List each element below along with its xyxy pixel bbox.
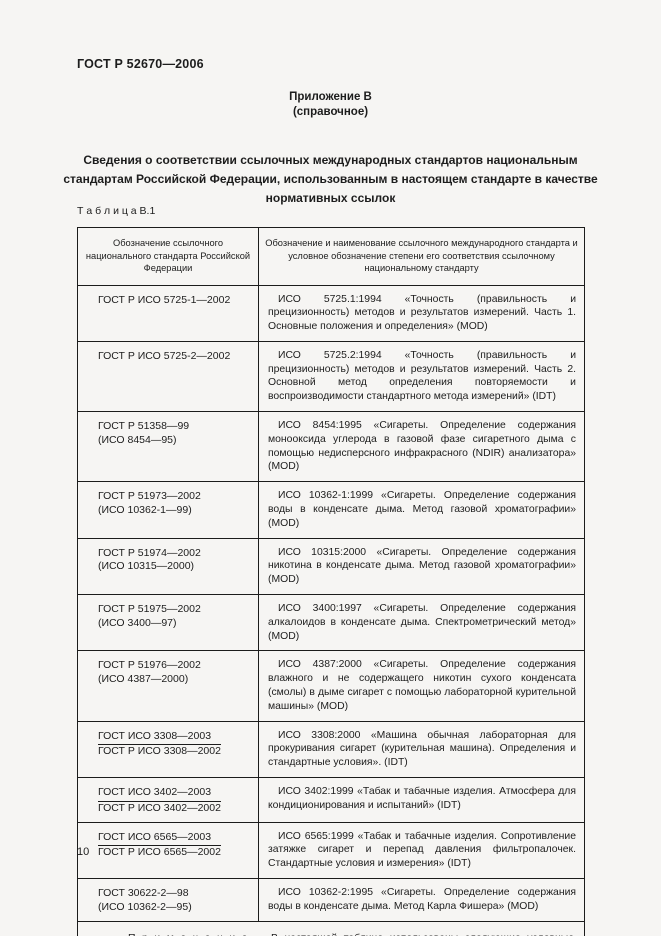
national-standard-line: ГОСТ Р 51976—2002 [98,659,201,672]
table-row: ГОСТ Р 51976—2002 (ИСО 4387—2000) ИСО 4387… [77,650,585,722]
national-standard-cell: ГОСТ 30622-2—98 (ИСО 10362-2—95) [77,878,259,922]
international-standard-cell: ИСО 5725.2:1994 «Точность (правильность … [258,340,585,413]
national-standard-line: ГОСТ ИСО 3402—2003 [98,786,254,802]
national-standard-cell: ГОСТ Р 51975—2002 (ИСО 3400—97) [77,594,259,652]
national-standard-line: ГОСТ Р 51973—2002 [98,490,201,503]
international-standard-cell: ИСО 6565:1999 «Табак и табачные изделия.… [258,821,585,880]
national-standard-cell: ГОСТ Р ИСО 5725-2—2002 [77,340,259,413]
table-row: ГОСТ 30622-2—98 (ИСО 10362-2—95) ИСО 10362… [77,878,585,922]
table-row: ГОСТ Р 51974—2002 (ИСО 10315—2000) ИСО 103… [77,537,585,596]
table-row: ГОСТ ИСО 3308—2003 ГОСТ Р ИСО 3308—2002 ИС… [77,720,585,779]
standards-correspondence-table: Обозначение ссылочного национального ста… [77,227,585,936]
national-standard-line: (ИСО 10362-2—95) [98,900,192,913]
national-standard-line: (ИСО 10362-1—99) [98,504,192,517]
international-standard-cell: ИСО 3400:1997 «Сигареты. Определение сод… [258,594,585,652]
national-standard-numerator: ГОСТ ИСО 3402—2003 [98,786,222,802]
national-standard-line: ГОСТ Р ИСО 6565—2002 [98,846,221,859]
international-standard-cell: ИСО 5725.1:1994 «Точность (правильность … [258,284,585,342]
note-label: П р и м е ч а н и е [128,933,247,936]
table-row: ГОСТ Р 51358—99 (ИСО 8454—95) ИСО 8454:199… [77,411,585,483]
national-standard-line: ГОСТ ИСО 6565—2003 [98,831,254,847]
national-standard-line: ГОСТ Р ИСО 5725-1—2002 [98,293,231,306]
international-standard-cell: ИСО 3308:2000 «Машина обычная лабораторн… [258,720,585,779]
national-standard-line: (ИСО 10315—2000) [98,560,195,573]
international-standard-cell: ИСО 10362-2:1995 «Сигареты. Определение … [258,878,585,922]
national-standard-line: ГОСТ Р ИСО 5725-2—2002 [98,349,231,362]
table-header: Обозначение ссылочного национального ста… [77,227,585,286]
national-standard-line: ГОСТ Р 51975—2002 [98,603,201,616]
national-standard-cell: ГОСТ Р 51974—2002 (ИСО 10315—2000) [77,537,259,596]
page-title: Сведения о соответствии ссылочных междун… [63,153,598,205]
national-standard-cell: ГОСТ Р 51973—2002 (ИСО 10362-1—99) [77,481,259,539]
national-standard-line: ГОСТ Р ИСО 3308—2002 [98,745,221,758]
national-standard-line: (ИСО 3400—97) [98,616,177,629]
appendix-label: Приложение В [289,91,372,103]
national-standard-line: ГОСТ Р 51358—99 [98,420,190,433]
national-standard-line: ГОСТ 30622-2—98 [98,887,189,899]
international-standard-cell: ИСО 3402:1999 «Табак и табачные изделия.… [258,777,585,823]
national-standard-line: ГОСТ Р 51974—2002 [98,546,201,559]
national-standard-cell: ГОСТ Р 51358—99 (ИСО 8454—95) [77,411,259,483]
international-standard-cell: ИСО 8454:1995 «Сигареты. Определение сод… [258,411,585,483]
appendix-heading: Приложение В (справочное) [0,90,661,120]
national-standard-cell: ГОСТ ИСО 3308—2003 ГОСТ Р ИСО 3308—2002 [77,720,259,779]
note-text: — В настоящей таблице использованы следу… [88,933,574,936]
international-standard-cell: ИСО 10362-1:1999 «Сигареты. Определение … [258,481,585,539]
table-row: ГОСТ Р ИСО 5725-1—2002 ИСО 5725.1:1994 «Т… [77,284,585,342]
header-international-standard: Обозначение и наименование ссылочного ме… [258,227,585,286]
note-row: П р и м е ч а н и е — В настоящей таблиц… [77,920,585,936]
table-caption: Т а б л и ц а В.1 [77,205,156,217]
national-standard-line: (ИСО 8454—95) [98,433,177,446]
note-paragraph: П р и м е ч а н и е — В настоящей таблиц… [88,931,574,936]
page-number: 10 [77,846,90,858]
national-standard-cell: ГОСТ ИСО 3402—2003 ГОСТ Р ИСО 3402—2002 [77,777,259,823]
table-footer: П р и м е ч а н и е — В настоящей таблиц… [77,920,585,936]
international-standard-cell: ИСО 10315:2000 «Сигареты. Определение со… [258,537,585,596]
national-standard-numerator: ГОСТ ИСО 3308—2003 [98,730,222,746]
document-number: ГОСТ Р 52670—2006 [77,57,204,71]
header-row: Обозначение ссылочного национального ста… [77,227,585,286]
header-national-standard: Обозначение ссылочного национального ста… [77,227,259,286]
national-standard-line: (ИСО 4387—2000) [98,673,189,686]
appendix-type: (справочное) [292,106,369,118]
table-row: ГОСТ Р ИСО 5725-2—2002 ИСО 5725.2:1994 «Т… [77,340,585,413]
table-row: ГОСТ ИСО 3402—2003 ГОСТ Р ИСО 3402—2002 ИС… [77,777,585,823]
note-cell: П р и м е ч а н и е — В настоящей таблиц… [77,920,585,936]
international-standard-cell: ИСО 4387:2000 «Сигареты. Определение сод… [258,650,585,722]
national-standard-cell: ГОСТ ИСО 6565—2003 ГОСТ Р ИСО 6565—2002 [77,821,259,880]
table-row: ГОСТ Р 51975—2002 (ИСО 3400—97) ИСО 3400:1… [77,594,585,652]
national-standard-numerator: ГОСТ ИСО 6565—2003 [98,831,222,847]
national-standard-line: ГОСТ Р ИСО 3402—2002 [98,801,221,814]
table-body: ГОСТ Р ИСО 5725-1—2002 ИСО 5725.1:1994 «Т… [77,284,585,922]
table-row: ГОСТ ИСО 6565—2003 ГОСТ Р ИСО 6565—2002 ИС… [77,821,585,880]
table-row: ГОСТ Р 51973—2002 (ИСО 10362-1—99) ИСО 103… [77,481,585,539]
national-standard-cell: ГОСТ Р ИСО 5725-1—2002 [77,284,259,342]
national-standard-cell: ГОСТ Р 51976—2002 (ИСО 4387—2000) [77,650,259,722]
national-standard-line: ГОСТ ИСО 3308—2003 [98,730,254,746]
